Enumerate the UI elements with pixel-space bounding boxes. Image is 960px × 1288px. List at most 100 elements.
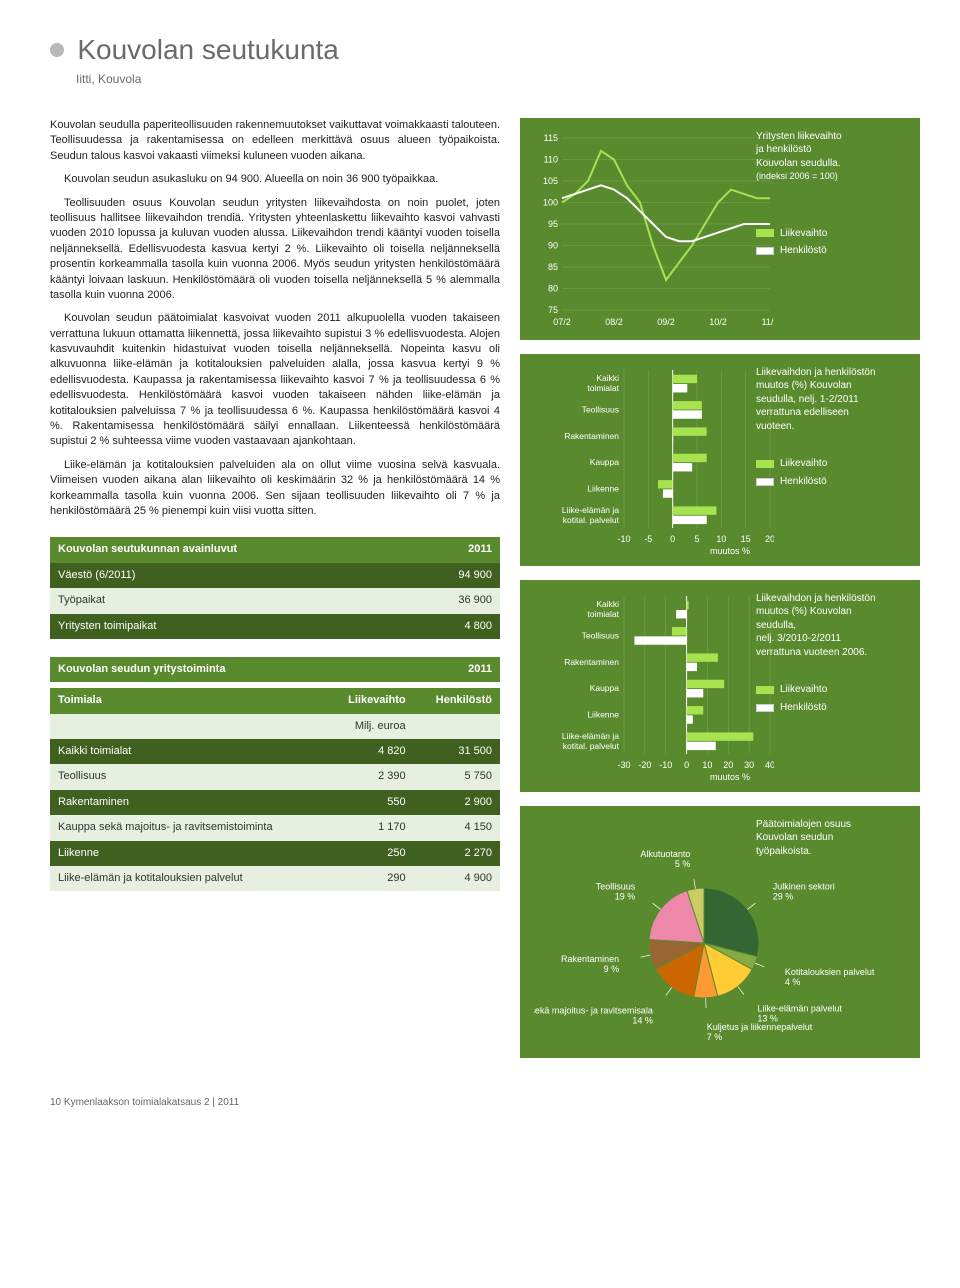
svg-text:0: 0 xyxy=(684,760,689,770)
chart3-t4: verrattuna vuoteen 2006. xyxy=(756,646,906,660)
svg-text:Julkinen sektori: Julkinen sektori xyxy=(773,882,835,892)
cell-0: Rakentaminen xyxy=(50,790,326,815)
chart3-t3: nelj. 3/2010-2/2011 xyxy=(756,632,906,646)
chart2-t1: muutos (%) Kouvolan xyxy=(756,379,906,393)
chart1-title-1: ja henkilöstö xyxy=(756,143,906,157)
svg-text:Liike-elämän palvelut: Liike-elämän palvelut xyxy=(757,1004,842,1014)
chart2-t2: seudulla, nelj. 1-2/2011 xyxy=(756,393,906,407)
cell-label: Yritysten toimipaikat xyxy=(50,614,409,639)
cell-1: 550 xyxy=(326,790,414,815)
table2-header-left: Kouvolan seudun yritystoiminta xyxy=(50,657,420,682)
page-footer: 10 Kymenlaakson toimialakatsaus 2 | 2011 xyxy=(50,1096,920,1110)
cell-0: Liikenne xyxy=(50,841,326,866)
cell-value: 4 800 xyxy=(409,614,500,639)
cell-0: Kaikki toimialat xyxy=(50,739,326,764)
swatch3-hs xyxy=(756,704,774,712)
table3-col2: Henkilöstö xyxy=(414,688,500,713)
svg-text:30: 30 xyxy=(744,760,754,770)
panel-bar-chart-2: Liikevaihdon ja henkilöstön muutos (%) K… xyxy=(520,580,920,792)
svg-text:75: 75 xyxy=(548,305,558,315)
svg-text:10/2: 10/2 xyxy=(709,317,727,327)
bullet-icon xyxy=(50,43,64,57)
svg-text:Kaikki: Kaikki xyxy=(596,373,619,383)
svg-text:08/2: 08/2 xyxy=(605,317,623,327)
cell-1: 250 xyxy=(326,841,414,866)
svg-text:0: 0 xyxy=(670,534,675,544)
svg-text:Kauppa sekä majoitus- ja ravit: Kauppa sekä majoitus- ja ravitsemisala xyxy=(534,1005,653,1015)
panel-pie-chart: Päätoimialojen osuus Kouvolan seudun työ… xyxy=(520,806,920,1058)
svg-text:5: 5 xyxy=(694,534,699,544)
body-paragraph: Kouvolan seudun asukasluku on 94 900. Al… xyxy=(50,172,500,187)
svg-text:-30: -30 xyxy=(617,760,630,770)
table-row: Yritysten toimipaikat4 800 xyxy=(50,614,500,639)
svg-text:Liikenne: Liikenne xyxy=(587,483,619,493)
body-paragraph: Liike-elämän ja kotitalouksien palveluid… xyxy=(50,458,500,520)
chart2-s1: Henkilöstö xyxy=(780,475,827,489)
svg-text:09/2: 09/2 xyxy=(657,317,675,327)
swatch2-hs xyxy=(756,478,774,486)
chart2-t3: verrattuna edelliseen xyxy=(756,406,906,420)
svg-text:kotital. palvelut: kotital. palvelut xyxy=(563,741,620,751)
table3-unit-2 xyxy=(414,714,500,739)
page-subtitle: Iitti, Kouvola xyxy=(76,71,920,88)
body-paragraph: Kouvolan seudun päätoimialat kasvoivat v… xyxy=(50,311,500,450)
svg-text:Liikenne: Liikenne xyxy=(587,709,619,719)
panel-line-chart: Yritysten liikevaihto ja henkilöstö Kouv… xyxy=(520,118,920,340)
table-yritystoiminta-head: Kouvolan seudun yritystoiminta 2011 xyxy=(50,657,500,682)
svg-text:80: 80 xyxy=(548,283,558,293)
svg-text:-20: -20 xyxy=(638,760,651,770)
table1-header-left: Kouvolan seutukunnan avainluvut xyxy=(50,537,409,562)
svg-text:Rakentaminen: Rakentaminen xyxy=(561,954,619,964)
table-row: Liike-elämän ja kotitalouksien palvelut2… xyxy=(50,866,500,891)
svg-text:100: 100 xyxy=(543,197,558,207)
page-header: Kouvolan seutukunta Iitti, Kouvola xyxy=(50,30,920,88)
svg-text:Teollisuus: Teollisuus xyxy=(582,404,619,414)
table2-header-right: 2011 xyxy=(420,657,500,682)
chart2-t0: Liikevaihdon ja henkilöstön xyxy=(756,366,906,380)
svg-text:4 %: 4 % xyxy=(785,977,801,987)
svg-text:muutos %: muutos % xyxy=(710,546,750,556)
cell-2: 5 750 xyxy=(414,764,500,789)
chart2-t4: vuoteen. xyxy=(756,420,906,434)
table-avainluvut: Kouvolan seutukunnan avainluvut 2011 Väe… xyxy=(50,537,500,639)
chart1-subtitle: (indeksi 2006 = 100) xyxy=(756,170,906,182)
cell-1: 4 820 xyxy=(326,739,414,764)
chart3-s1: Henkilöstö xyxy=(780,701,827,715)
svg-text:Kauppa: Kauppa xyxy=(590,457,620,467)
chart4-t0: Päätoimialojen osuus xyxy=(756,818,906,832)
svg-text:Kotitalouksien palvelut: Kotitalouksien palvelut xyxy=(785,967,875,977)
table-row: Teollisuus2 3905 750 xyxy=(50,764,500,789)
chart3-t2: seudulla, xyxy=(756,619,906,633)
chart3-svg: -30-20-10010203040muutos %Kaikkitoimiala… xyxy=(534,592,774,782)
svg-text:105: 105 xyxy=(543,176,558,186)
svg-text:-5: -5 xyxy=(644,534,652,544)
svg-text:95: 95 xyxy=(548,219,558,229)
chart2-svg: -10-505101520muutos %KaikkitoimialatTeol… xyxy=(534,366,774,556)
cell-0: Liike-elämän ja kotitalouksien palvelut xyxy=(50,866,326,891)
svg-text:110: 110 xyxy=(544,154,558,164)
svg-text:90: 90 xyxy=(548,240,558,250)
svg-text:15: 15 xyxy=(741,534,751,544)
swatch-henkilosto xyxy=(756,247,774,255)
svg-text:Alkutuotanto: Alkutuotanto xyxy=(640,849,690,859)
chart4-legend: Päätoimialojen osuus Kouvolan seudun työ… xyxy=(756,818,906,859)
svg-text:Kauppa: Kauppa xyxy=(590,683,620,693)
panel-bar-chart-1: Liikevaihdon ja henkilöstön muutos (%) K… xyxy=(520,354,920,566)
svg-text:40: 40 xyxy=(765,760,774,770)
cell-1: 2 390 xyxy=(326,764,414,789)
cell-1: 1 170 xyxy=(326,815,414,840)
svg-text:20: 20 xyxy=(765,534,774,544)
cell-label: Väestö (6/2011) xyxy=(50,563,409,588)
chart2-legend: Liikevaihdon ja henkilöstön muutos (%) K… xyxy=(756,366,906,489)
cell-2: 31 500 xyxy=(414,739,500,764)
cell-2: 2 270 xyxy=(414,841,500,866)
chart3-t1: muutos (%) Kouvolan xyxy=(756,605,906,619)
chart4-t1: Kouvolan seudun xyxy=(756,831,906,845)
table-row: Työpaikat36 900 xyxy=(50,588,500,613)
svg-text:Rakentaminen: Rakentaminen xyxy=(564,431,619,441)
chart1-series1-name: Henkilöstö xyxy=(780,244,827,258)
svg-text:5 %: 5 % xyxy=(675,859,691,869)
chart3-t0: Liikevaihdon ja henkilöstön xyxy=(756,592,906,606)
chart1-title-2: Kouvolan seudulla. xyxy=(756,157,906,171)
chart4-t2: työpaikoista. xyxy=(756,845,906,859)
